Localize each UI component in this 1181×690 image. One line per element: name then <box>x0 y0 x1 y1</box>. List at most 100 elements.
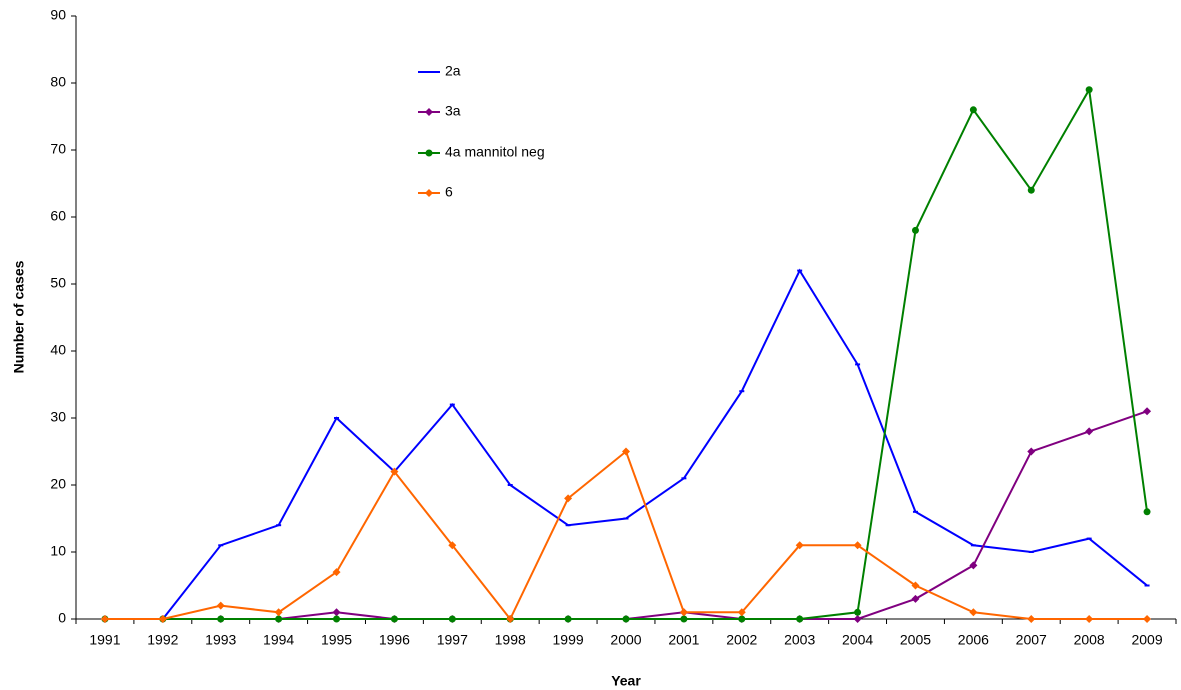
y-tick-label: 0 <box>58 610 66 626</box>
point <box>738 615 746 623</box>
x-tick-label: 1999 <box>553 632 584 648</box>
point <box>853 615 862 623</box>
point <box>274 608 283 617</box>
y-tick-label: 10 <box>50 543 66 559</box>
point <box>797 269 803 272</box>
point <box>449 403 455 406</box>
point <box>565 524 571 527</box>
y-tick-label: 40 <box>50 342 66 358</box>
point <box>737 608 746 617</box>
point <box>1085 615 1094 623</box>
point <box>333 615 341 623</box>
point <box>506 615 515 623</box>
x-tick-label: 1997 <box>437 632 468 648</box>
y-tick-label: 30 <box>50 409 66 425</box>
point <box>425 189 433 197</box>
point <box>1144 584 1150 587</box>
y-axis-title: Number of cases <box>11 260 27 373</box>
point <box>564 615 572 623</box>
point <box>796 615 804 623</box>
legend-label: 2a <box>445 63 461 79</box>
point <box>853 541 862 550</box>
x-tick-label: 1991 <box>89 632 120 648</box>
series-line <box>104 449 1148 621</box>
point <box>679 608 688 617</box>
point <box>100 615 109 623</box>
point <box>426 71 432 73</box>
point <box>1027 615 1036 623</box>
legend-label: 4a mannitol neg <box>445 144 545 160</box>
point <box>276 524 282 527</box>
point <box>912 510 918 513</box>
series-line <box>104 268 1148 620</box>
series-line <box>104 86 1149 620</box>
point <box>218 544 224 547</box>
point <box>1143 508 1151 516</box>
point <box>390 467 399 476</box>
point <box>448 615 456 623</box>
point <box>1028 551 1034 553</box>
x-axis-title: Year <box>611 673 641 689</box>
x-tick-label: 2008 <box>1074 632 1105 648</box>
x-tick-label: 2003 <box>784 632 815 648</box>
point <box>390 615 398 623</box>
point <box>1143 615 1152 623</box>
point <box>1027 447 1036 456</box>
x-tick-label: 2004 <box>842 632 873 648</box>
x-tick-label: 2009 <box>1131 632 1162 648</box>
x-tick-label: 1992 <box>147 632 178 648</box>
point <box>1085 427 1094 436</box>
point <box>448 541 457 550</box>
point <box>1143 407 1152 416</box>
y-tick-label: 60 <box>50 208 66 224</box>
legend-label: 3a <box>445 103 461 119</box>
y-tick-label: 20 <box>50 476 66 492</box>
point <box>217 615 225 623</box>
point <box>855 363 861 366</box>
x-tick-label: 1994 <box>263 632 294 648</box>
point <box>969 106 977 114</box>
x-tick-label: 1993 <box>205 632 236 648</box>
y-tick-label: 70 <box>50 141 66 157</box>
point <box>681 477 687 480</box>
point <box>158 615 167 623</box>
point <box>911 594 920 603</box>
x-tick-label: 2006 <box>958 632 989 648</box>
point <box>623 517 629 520</box>
x-tick-label: 1995 <box>321 632 352 648</box>
point <box>1085 86 1093 94</box>
point <box>332 608 341 617</box>
point <box>216 601 225 610</box>
point <box>854 608 862 616</box>
y-tick-label: 80 <box>50 74 66 90</box>
x-tick-label: 2000 <box>610 632 641 648</box>
x-tick-label: 2001 <box>668 632 699 648</box>
point <box>795 541 804 550</box>
y-tick-label: 90 <box>50 7 66 23</box>
point <box>564 494 573 503</box>
point <box>970 544 976 547</box>
point <box>332 568 341 577</box>
point <box>622 615 630 623</box>
x-tick-label: 1998 <box>495 632 526 648</box>
point <box>275 615 283 623</box>
point <box>622 447 630 456</box>
point <box>1086 537 1092 540</box>
y-tick-label: 50 <box>50 275 66 291</box>
point <box>739 390 745 393</box>
x-tick-label: 2005 <box>900 632 931 648</box>
point <box>680 615 688 623</box>
point <box>334 417 340 419</box>
x-tick-label: 2002 <box>726 632 757 648</box>
point <box>1027 186 1035 194</box>
point <box>911 581 920 590</box>
point <box>507 484 513 486</box>
series-line <box>104 410 1148 620</box>
point <box>425 149 433 157</box>
x-tick-label: 2007 <box>1016 632 1047 648</box>
point <box>969 561 978 570</box>
legend-label: 6 <box>445 184 453 200</box>
point <box>911 226 919 234</box>
x-tick-label: 1996 <box>379 632 410 648</box>
